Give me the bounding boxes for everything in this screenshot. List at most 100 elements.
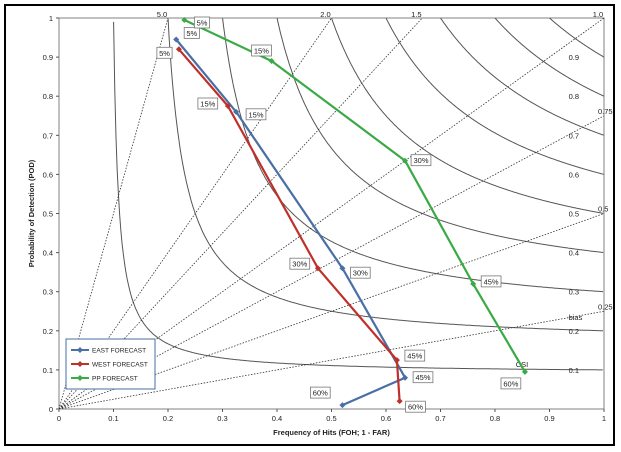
csi-curve xyxy=(494,18,604,97)
legend-label: EAST FORECAST xyxy=(92,348,146,355)
point-label: 45% xyxy=(415,373,430,382)
legend-marker xyxy=(77,361,83,367)
y-tick-label: 0.9 xyxy=(43,53,53,62)
series-point xyxy=(268,58,275,65)
csi-label: 0.6 xyxy=(569,170,579,179)
point-label: 45% xyxy=(484,277,499,286)
series-point xyxy=(402,157,409,164)
x-tick-label: 0.9 xyxy=(544,414,554,423)
csi-curve xyxy=(113,21,603,371)
csi-label: 0.9 xyxy=(569,53,579,62)
point-label-box xyxy=(500,377,522,390)
x-tick-label: 0.8 xyxy=(490,414,500,423)
point-label: 5% xyxy=(197,19,208,28)
x-tick-label: 0.5 xyxy=(326,414,336,423)
y-tick-label: 0.4 xyxy=(43,249,53,258)
point-label-box xyxy=(405,400,426,413)
point-label: 45% xyxy=(407,352,422,361)
point-label-box xyxy=(412,371,434,384)
point-label: 15% xyxy=(200,100,215,109)
series-point xyxy=(314,265,321,272)
y-tick-label: 0.2 xyxy=(43,327,53,336)
point-label-box xyxy=(404,349,426,362)
y-tick-label: 0.7 xyxy=(43,131,53,140)
csi-label: 0.5 xyxy=(569,210,579,219)
y-tick-label: 0.5 xyxy=(43,210,53,219)
bias-label: 5.0 xyxy=(157,10,167,19)
csi-curve xyxy=(222,18,604,293)
csi-curve xyxy=(276,18,604,253)
y-tick-label: 0 xyxy=(49,405,53,414)
csi-curve xyxy=(549,18,604,58)
point-label: 5% xyxy=(159,49,170,58)
series-point xyxy=(175,46,182,53)
series-point xyxy=(393,357,400,364)
point-label: 60% xyxy=(408,403,423,412)
csi-curve xyxy=(331,18,604,214)
bias-label: 0.5 xyxy=(598,205,608,214)
series-point xyxy=(521,368,528,375)
x-tick-label: 0.6 xyxy=(381,414,391,423)
csi-label: 0.1 xyxy=(569,366,579,375)
point-label-box xyxy=(197,97,219,110)
legend-label: WEST FORECAST xyxy=(92,362,148,369)
series-point xyxy=(396,398,403,405)
legend-marker xyxy=(77,375,83,381)
series-point xyxy=(402,374,409,381)
point-label-box xyxy=(309,386,331,399)
series-point xyxy=(224,102,231,109)
point-label: 30% xyxy=(413,156,428,165)
csi-label: 0.3 xyxy=(569,288,579,297)
x-axis-title: Frequency of Hits (FOH; 1 - FAR) xyxy=(273,428,390,437)
bias-label: 2.0 xyxy=(320,10,330,19)
point-label: 15% xyxy=(248,110,263,119)
y-tick-label: 1 xyxy=(49,14,53,23)
y-tick-label: 0.3 xyxy=(43,288,53,297)
x-tick-label: 1 xyxy=(602,414,606,423)
y-tick-label: 0.6 xyxy=(43,170,53,179)
y-axis-title: Probability of Detection (POD) xyxy=(27,159,36,267)
point-label: 15% xyxy=(254,47,269,56)
point-label-box xyxy=(156,46,173,59)
csi-curve xyxy=(167,18,604,332)
bias-label: 1.0 xyxy=(593,10,603,19)
bias-label: 0.75 xyxy=(598,107,613,116)
csi-curve xyxy=(440,18,604,136)
series-point xyxy=(339,402,346,409)
csi-label: 0.2 xyxy=(569,327,579,336)
bias-label: 1.5 xyxy=(411,10,421,19)
x-tick-label: 0.1 xyxy=(108,414,118,423)
point-label: 5% xyxy=(186,29,197,38)
x-tick-label: 0 xyxy=(57,414,61,423)
point-label-box xyxy=(251,44,272,57)
series-point xyxy=(470,280,477,287)
point-label-box xyxy=(349,266,371,279)
point-label-box xyxy=(193,16,210,29)
csi-label: 0.8 xyxy=(569,92,579,101)
x-tick-label: 0.7 xyxy=(435,414,445,423)
point-label-box xyxy=(289,257,311,270)
x-tick-label: 0.3 xyxy=(217,414,227,423)
bias-line xyxy=(59,18,423,409)
legend-marker xyxy=(77,347,83,353)
legend-label: PP FORECAST xyxy=(92,376,138,383)
bias-title: bias xyxy=(569,313,583,322)
x-tick-label: 0.2 xyxy=(163,414,173,423)
y-tick-label: 0.1 xyxy=(43,366,53,375)
csi-label: 0.4 xyxy=(569,249,579,258)
x-tick-label: 0.4 xyxy=(272,414,282,423)
point-label: 60% xyxy=(503,379,518,388)
series-point xyxy=(339,265,346,272)
point-label-box xyxy=(410,154,432,167)
point-label: 30% xyxy=(353,269,368,278)
point-label: 60% xyxy=(313,389,328,398)
point-label-box xyxy=(480,275,502,288)
point-label-box xyxy=(183,27,200,39)
bias-label: 0.25 xyxy=(598,302,613,311)
series-point xyxy=(173,36,180,43)
point-label-box xyxy=(245,108,267,121)
y-tick-label: 0.8 xyxy=(43,92,53,101)
series-point xyxy=(233,108,240,115)
csi-curve xyxy=(385,18,604,175)
